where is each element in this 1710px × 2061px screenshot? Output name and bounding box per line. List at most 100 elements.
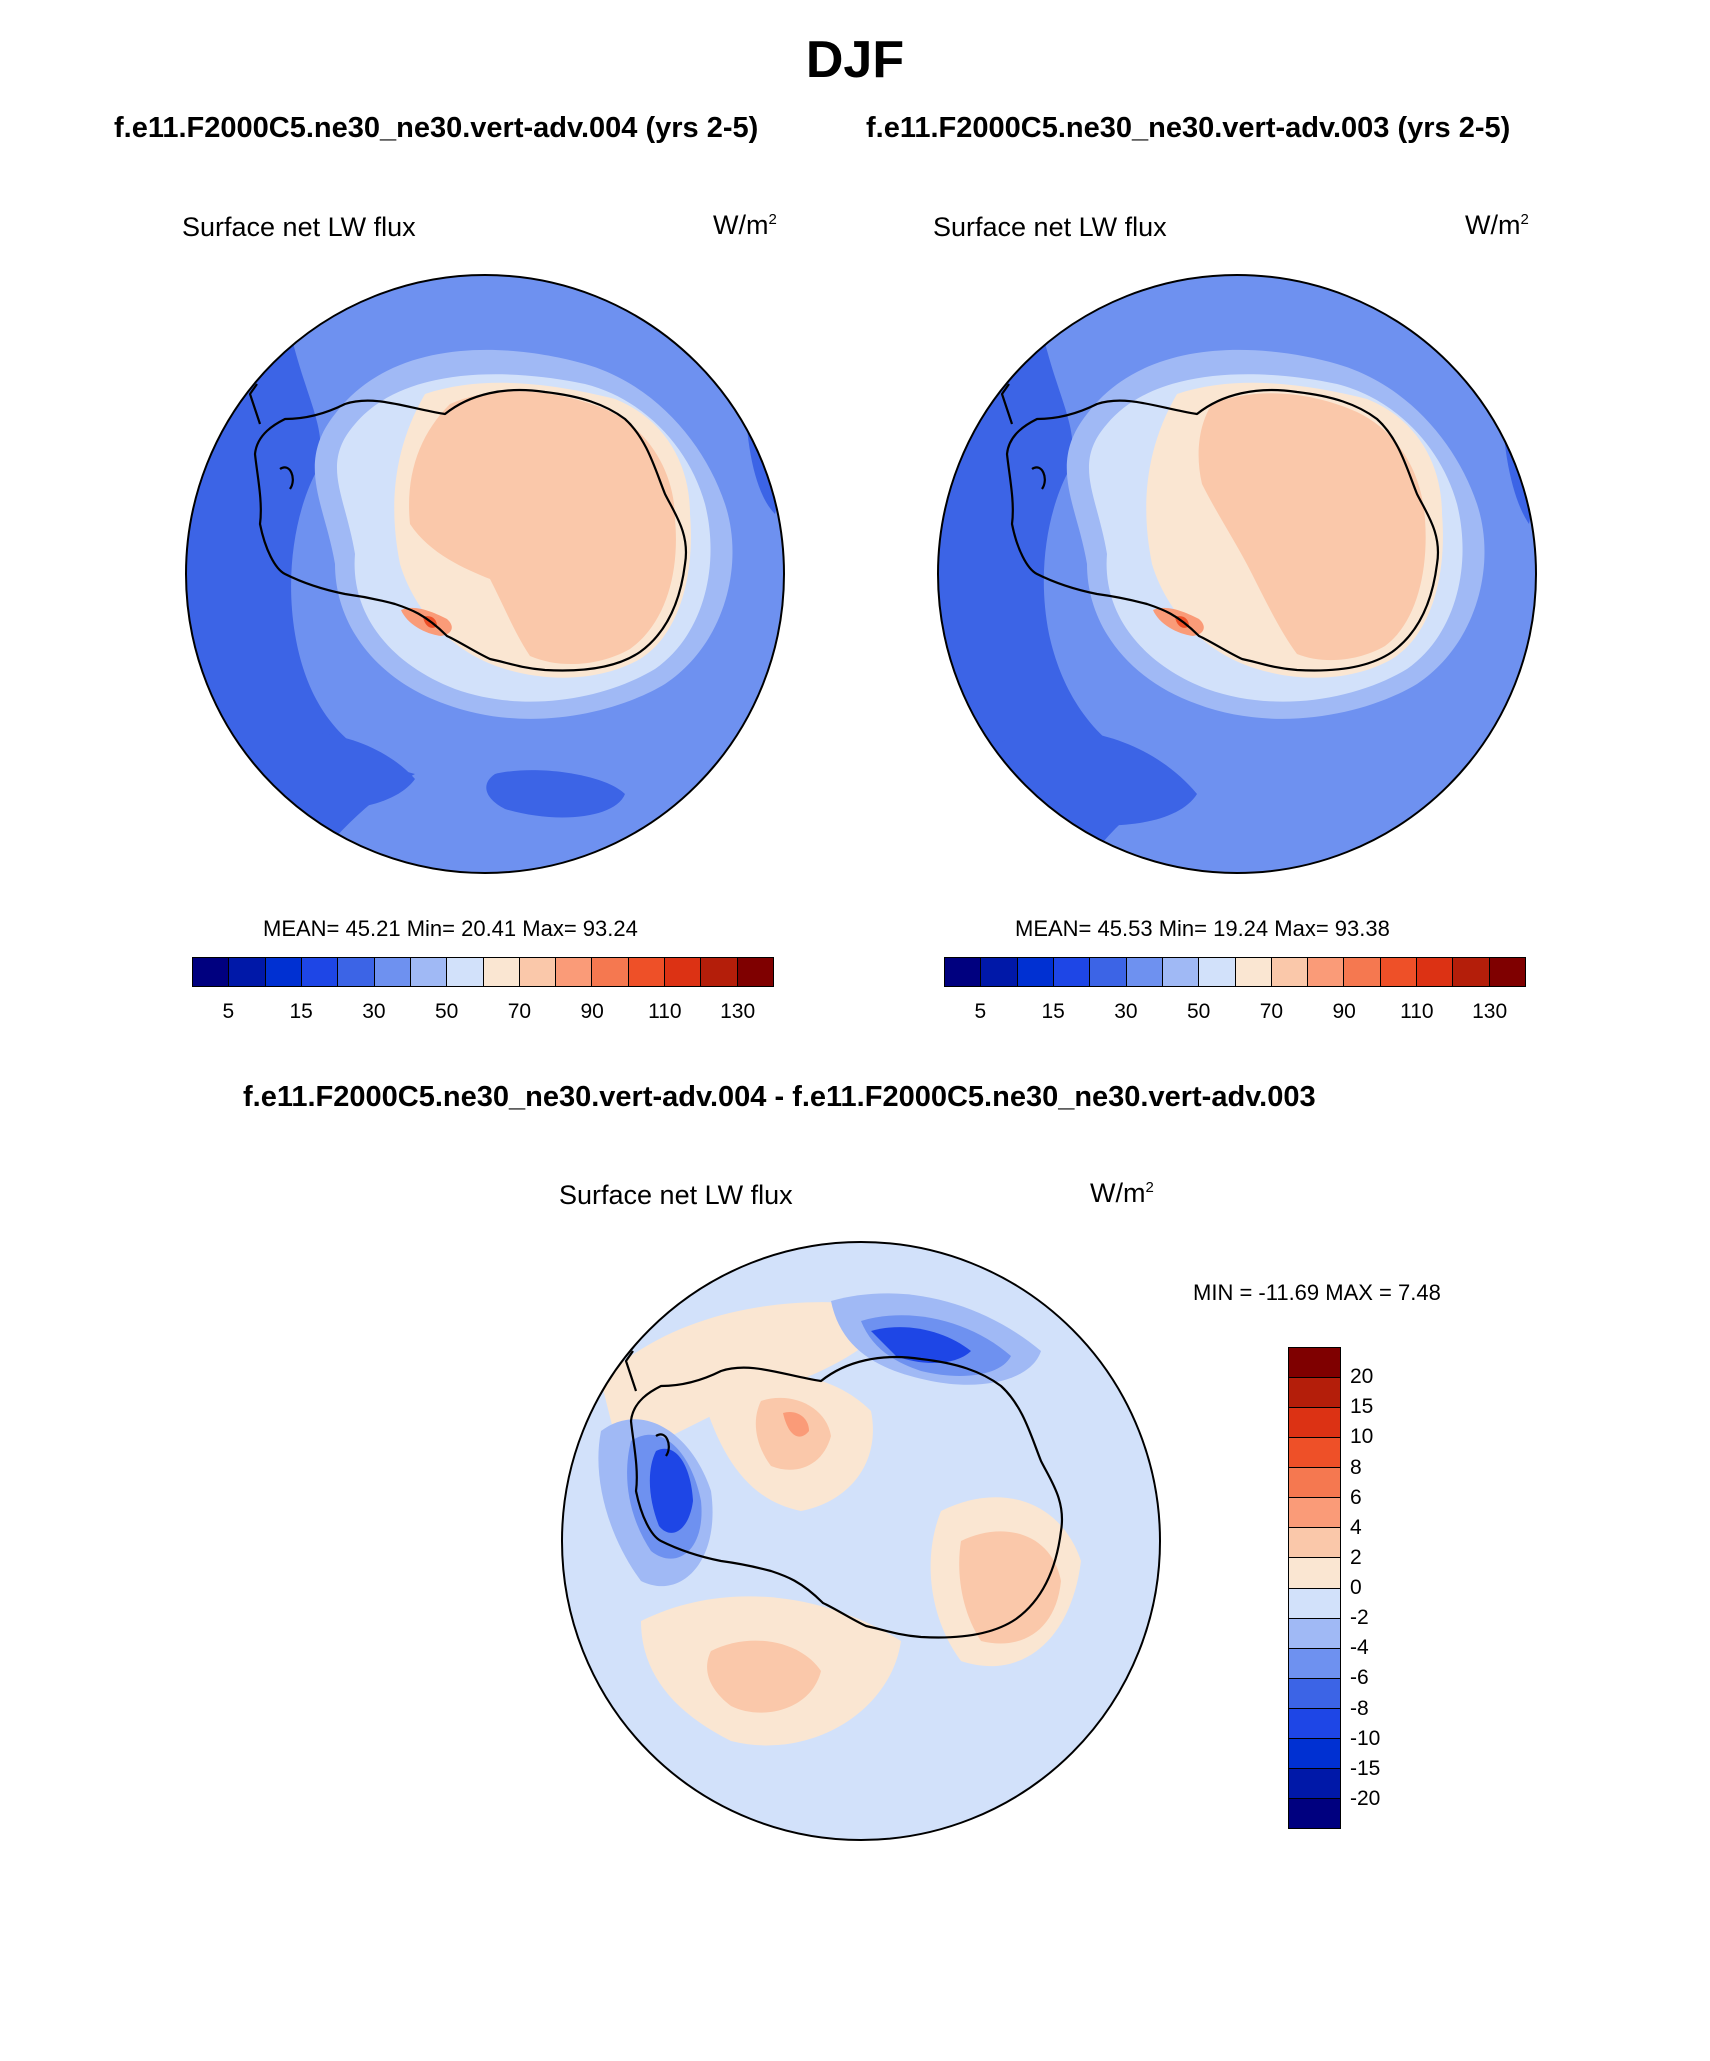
colorbar-tick-label: 5 bbox=[222, 1000, 235, 1023]
colorbar-swatch bbox=[374, 958, 411, 986]
colorbar-swatch bbox=[556, 958, 593, 986]
colorbar-swatch bbox=[1289, 1558, 1340, 1589]
colorbar-tick-label: 4 bbox=[1350, 1515, 1362, 1539]
diff-colorbar-ticks: 20 15 10 8 6 4 2 0 -2 -4 -6 -8 -10 -15 -20 bbox=[1350, 1347, 1410, 1829]
diff-positive bbox=[707, 1640, 821, 1713]
colorbar-swatch bbox=[1289, 1798, 1340, 1828]
colorbar-swatch bbox=[1308, 958, 1345, 986]
colorbar-tick-label: 15 bbox=[1350, 1395, 1374, 1419]
panel2-stats: MEAN= 45.53 Min= 19.24 Max= 93.38 bbox=[1015, 916, 1390, 941]
colorbar-tick-label: 15 bbox=[1041, 1000, 1065, 1023]
diff-units-exp: 2 bbox=[1145, 1179, 1154, 1196]
colorbar-tick-label: 5 bbox=[974, 1000, 987, 1023]
panel1-units-exp: 2 bbox=[768, 211, 777, 228]
diff-positive bbox=[959, 1531, 1061, 1644]
colorbar-tick-label: 70 bbox=[1259, 1000, 1284, 1023]
colorbar-tick-label: 110 bbox=[648, 1000, 682, 1023]
colorbar-swatch bbox=[1289, 1768, 1340, 1799]
antarctica-coastline bbox=[1000, 383, 1440, 672]
colorbar-swatch bbox=[665, 958, 702, 986]
panel1-units-base: W/m bbox=[713, 210, 769, 240]
panel2-units-label: W/m2 bbox=[1465, 210, 1529, 241]
antarctica-coastline bbox=[248, 383, 688, 672]
colorbar-swatch bbox=[1344, 958, 1381, 986]
panel1-polar-map bbox=[185, 274, 785, 874]
colorbar-swatch bbox=[338, 958, 375, 986]
colorbar-tick-label: -2 bbox=[1350, 1606, 1369, 1630]
colorbar-tick-label: 2 bbox=[1350, 1545, 1362, 1569]
colorbar-tick-label: 30 bbox=[362, 1000, 386, 1023]
page-title: DJF bbox=[805, 31, 905, 89]
colorbar-swatch bbox=[1289, 1378, 1340, 1409]
colorbar-tick-label: 110 bbox=[1400, 1000, 1434, 1023]
colorbar-tick-label: -15 bbox=[1350, 1756, 1381, 1780]
colorbar-swatch bbox=[1289, 1588, 1340, 1619]
colorbar-swatch bbox=[1289, 1708, 1340, 1739]
colorbar-swatch bbox=[1053, 958, 1091, 986]
colorbar-tick-label: 6 bbox=[1350, 1485, 1362, 1509]
colorbar-swatch bbox=[483, 958, 520, 986]
colorbar-swatch bbox=[193, 958, 230, 986]
colorbar-swatch bbox=[519, 958, 557, 986]
colorbar-swatch bbox=[1417, 958, 1454, 986]
colorbar-swatch bbox=[701, 958, 738, 986]
diff-positive-strong bbox=[783, 1411, 809, 1437]
colorbar-tick-label: 130 bbox=[1472, 1000, 1508, 1023]
panel2-units-base: W/m bbox=[1465, 210, 1521, 240]
colorbar-tick-label: -20 bbox=[1350, 1786, 1381, 1810]
panel2-polar-map bbox=[937, 274, 1537, 874]
diff-stats: MIN = -11.69 MAX = 7.48 bbox=[1193, 1280, 1441, 1305]
colorbar-swatch bbox=[592, 958, 629, 986]
colorbar-swatch bbox=[301, 958, 339, 986]
colorbar-swatch bbox=[1271, 958, 1309, 986]
colorbar-swatch bbox=[981, 958, 1018, 986]
map-boundary bbox=[185, 274, 785, 874]
diff-polar-map bbox=[561, 1241, 1161, 1841]
colorbar-tick-label: 50 bbox=[434, 1000, 459, 1023]
colorbar-swatch bbox=[628, 958, 666, 986]
panel1-stats: MEAN= 45.21 Min= 20.41 Max= 93.24 bbox=[263, 916, 638, 941]
diff-negative-strong bbox=[871, 1327, 971, 1363]
colorbar-tick-label: 10 bbox=[1350, 1425, 1374, 1449]
diff-subtitle: f.e11.F2000C5.ne30_ne30.vert-adv.004 - f… bbox=[243, 1081, 1316, 1113]
panel2-units-exp: 2 bbox=[1520, 211, 1529, 228]
colorbar-swatch bbox=[1017, 958, 1054, 986]
panel1-variable-label: Surface net LW flux bbox=[182, 212, 416, 242]
colorbar-swatch bbox=[1289, 1618, 1340, 1649]
colorbar-tick-label: -4 bbox=[1350, 1636, 1369, 1660]
colorbar-swatch bbox=[737, 958, 773, 986]
colorbar-tick-label: -6 bbox=[1350, 1666, 1369, 1690]
colorbar-tick-label: 90 bbox=[1332, 1000, 1356, 1023]
ocean-deep-patch bbox=[997, 730, 1197, 826]
diff-negative-strong bbox=[649, 1448, 693, 1533]
colorbar-swatch bbox=[410, 958, 448, 986]
panel1-colorbar-ticks: 5 15 30 50 70 90 110 130 bbox=[192, 1000, 774, 1026]
panel2-colorbar-ticks: 5 15 30 50 70 90 110 130 bbox=[944, 1000, 1526, 1026]
colorbar-swatch bbox=[1235, 958, 1272, 986]
colorbar-tick-label: 15 bbox=[289, 1000, 313, 1023]
map-boundary bbox=[561, 1241, 1161, 1841]
colorbar-tick-label: 8 bbox=[1350, 1455, 1362, 1479]
colorbar-swatch bbox=[447, 958, 484, 986]
diff-variable-label: Surface net LW flux bbox=[559, 1180, 793, 1210]
panel1-colorbar bbox=[192, 957, 774, 987]
panel1-units-label: W/m2 bbox=[713, 210, 777, 241]
colorbar-swatch bbox=[1289, 1348, 1340, 1379]
colorbar-tick-label: 30 bbox=[1114, 1000, 1138, 1023]
colorbar-tick-label: 90 bbox=[580, 1000, 604, 1023]
ice-main-region bbox=[1198, 393, 1426, 661]
colorbar-swatch bbox=[1289, 1648, 1340, 1679]
colorbar-swatch bbox=[1453, 958, 1490, 986]
ocean-deep-patch bbox=[486, 770, 625, 818]
colorbar-swatch bbox=[1289, 1528, 1340, 1559]
diff-colorbar bbox=[1288, 1347, 1341, 1829]
diff-units-base: W/m bbox=[1090, 1178, 1146, 1208]
colorbar-tick-label: -8 bbox=[1350, 1696, 1369, 1720]
panel2-colorbar bbox=[944, 957, 1526, 987]
colorbar-swatch bbox=[1090, 958, 1127, 986]
colorbar-swatch bbox=[1289, 1498, 1340, 1529]
map-boundary bbox=[937, 274, 1537, 874]
colorbar-swatch bbox=[1162, 958, 1200, 986]
colorbar-swatch bbox=[945, 958, 982, 986]
colorbar-tick-label: 20 bbox=[1350, 1365, 1374, 1389]
